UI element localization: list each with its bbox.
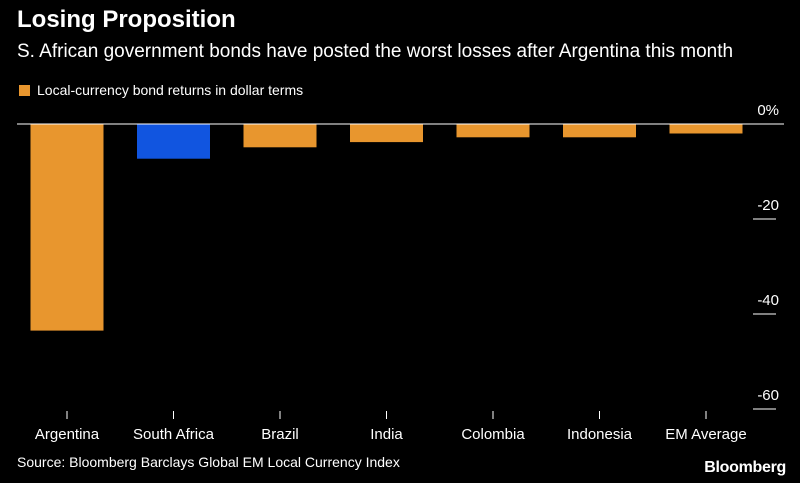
legend-label: Local-currency bond returns in dollar te… [37,82,304,98]
y-tick-label: -20 [757,197,779,214]
legend-swatch [19,84,30,96]
bar-south-africa [137,124,210,159]
legend: Local-currency bond returns in dollar te… [19,82,303,98]
x-tick-label: South Africa [133,426,215,443]
source-note: Source: Bloomberg Barclays Global EM Loc… [17,454,400,470]
bar-colombia [456,124,530,138]
chart-subtitle: S. African government bonds have posted … [17,41,734,62]
x-tick-label: India [370,426,403,443]
x-tick-label: Colombia [461,426,525,443]
x-tick-label: Argentina [35,426,100,443]
y-tick-label: 0% [757,102,779,119]
y-tick-label: -60 [757,387,779,404]
bar-india [350,124,423,143]
y-tick-label: -40 [757,292,779,309]
x-tick-label: Brazil [261,426,299,443]
x-tick-label: Indonesia [567,426,633,443]
chart-title: Losing Proposition [17,6,236,33]
bar-indonesia [563,124,636,138]
bar-argentina [30,124,104,331]
bloomberg-logo: Bloomberg [704,459,786,476]
bar-brazil [243,124,317,148]
bar-em-average [669,124,743,134]
x-tick-label: EM Average [665,426,746,443]
